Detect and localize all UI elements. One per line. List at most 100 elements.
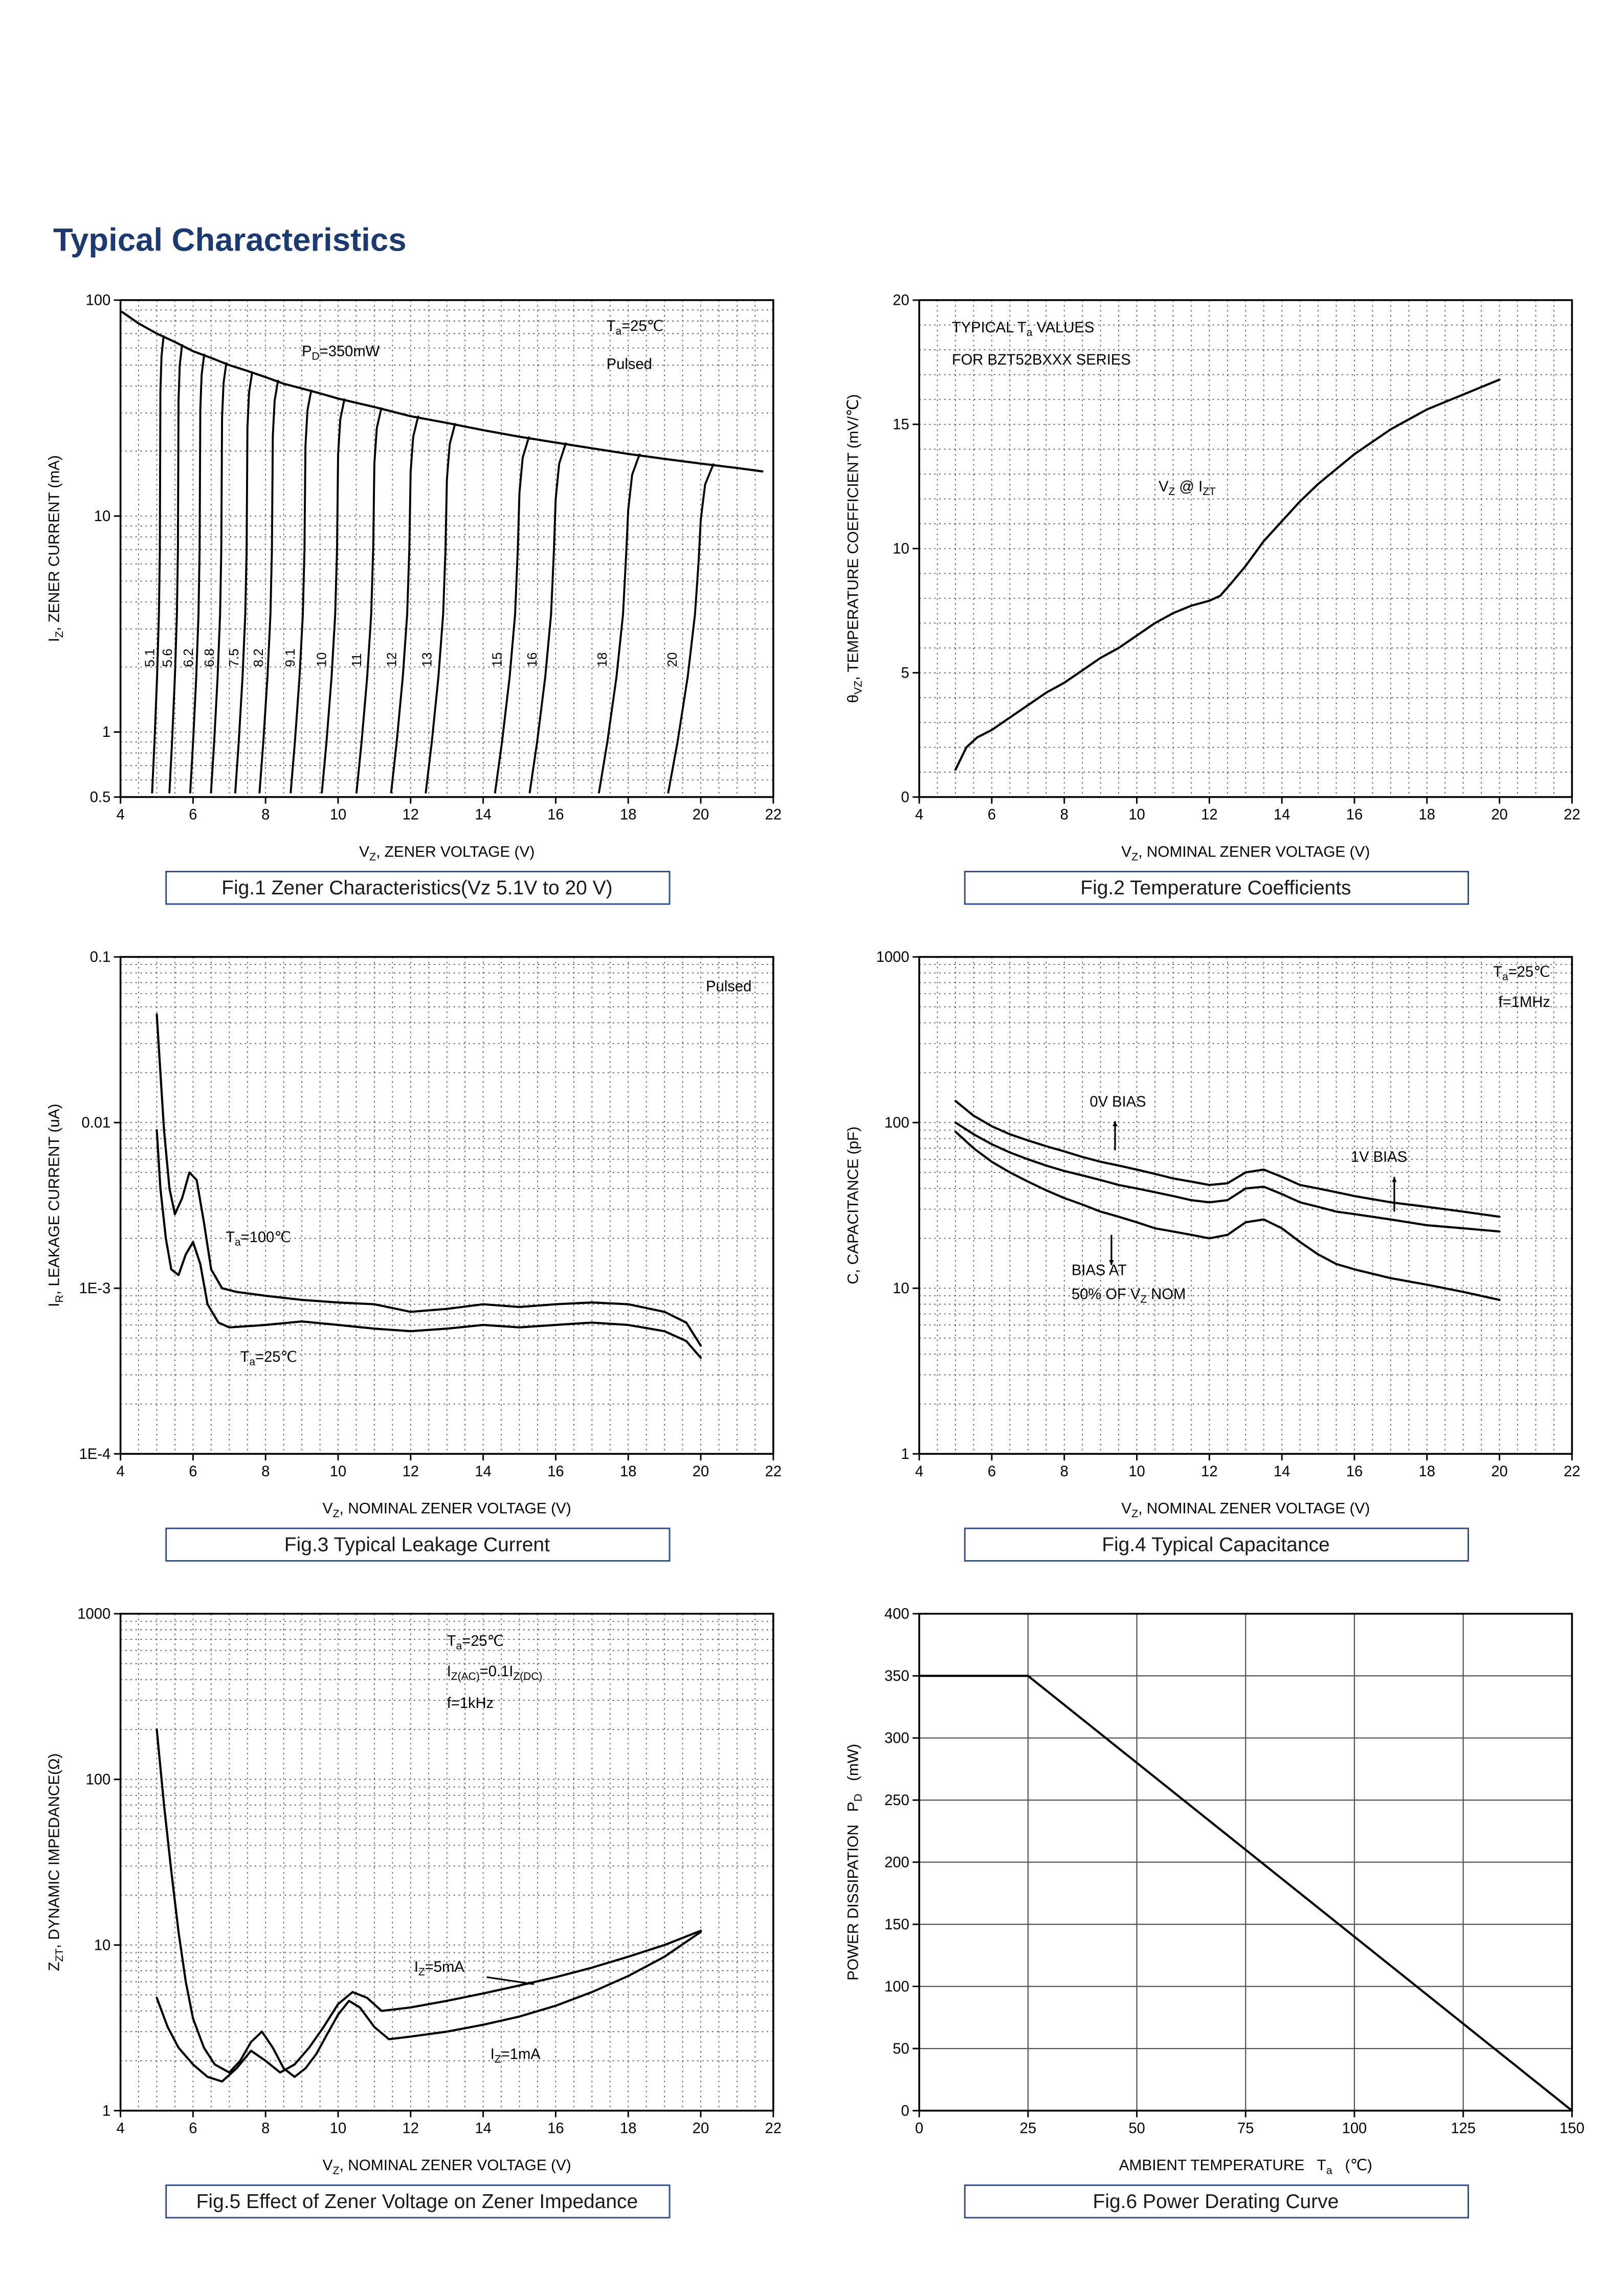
svg-text:12: 12: [403, 806, 419, 823]
svg-text:1V BIAS: 1V BIAS: [1351, 1149, 1407, 1165]
figure-3: 4 6 8 10 12 14 16 18 20 22 0.1 0.01 1E-3 1E-4 Pulsed Ta…: [44, 940, 790, 1562]
svg-text:Ta=100℃: Ta=100℃: [226, 1229, 291, 1248]
svg-text:75: 75: [1237, 2120, 1254, 2136]
svg-text:8: 8: [261, 1464, 270, 1480]
svg-text:5: 5: [901, 665, 909, 681]
figure-5: 4 6 8 10 12 14 16 18 20 22 1000 100 10 1 Ta=25℃ IZ(AC)=…: [44, 1597, 790, 2219]
svg-text:16: 16: [1346, 1464, 1363, 1480]
svg-text:f=1kHz: f=1kHz: [447, 1695, 494, 1712]
svg-text:1: 1: [102, 2103, 110, 2119]
svg-text:12: 12: [403, 2120, 419, 2136]
svg-text:16: 16: [547, 2120, 564, 2136]
svg-text:5.6: 5.6: [161, 648, 175, 667]
svg-text:Pulsed: Pulsed: [706, 979, 751, 995]
svg-text:PD=350mW: PD=350mW: [302, 344, 380, 363]
svg-text:6.8: 6.8: [203, 648, 217, 667]
svg-text:BIAS AT: BIAS AT: [1072, 1263, 1127, 1279]
svg-text:Ta=25℃: Ta=25℃: [607, 318, 664, 337]
fig2-temperature-coefficients-chart: 4 6 8 10 12 14 16 18 20 22 0 5 10 15 20 TYPICAL Ta VALU…: [843, 283, 1589, 864]
svg-text:10: 10: [330, 2120, 346, 2136]
fig1-caption: Fig.1 Zener Characteristics(Vz 5.1V to 2…: [164, 870, 670, 905]
figure-1: 4 6 8 10 12 14 16 18 20 22 100 10 1 0.5 5.1 5.6 6.2 6.8 7.…: [44, 283, 790, 905]
svg-text:VZ, NOMINAL ZENER VOLTAGE (V): VZ, NOMINAL ZENER VOLTAGE (V): [323, 2157, 571, 2176]
svg-text:TYPICAL Ta VALUES: TYPICAL Ta VALUES: [952, 320, 1094, 339]
svg-text:100: 100: [1342, 2120, 1367, 2136]
fig3-leakage-current-chart: 4 6 8 10 12 14 16 18 20 22 0.1 0.01 1E-3 1E-4 Pulsed Ta…: [44, 940, 790, 1520]
svg-text:Pulsed: Pulsed: [607, 356, 652, 373]
svg-text:22: 22: [765, 1464, 782, 1480]
svg-text:18: 18: [620, 2120, 636, 2136]
fig5-zener-impedance-chart: 4 6 8 10 12 14 16 18 20 22 1000 100 10 1 Ta=25℃ IZ(AC)=…: [44, 1597, 790, 2177]
svg-text:16: 16: [547, 1464, 564, 1480]
svg-text:14: 14: [475, 806, 491, 823]
svg-text:IZ=1mA: IZ=1mA: [491, 2046, 541, 2065]
svg-text:6: 6: [988, 1464, 996, 1480]
svg-text:Ta=25℃: Ta=25℃: [447, 1633, 504, 1652]
svg-text:18: 18: [1419, 806, 1435, 823]
svg-text:400: 400: [884, 1606, 909, 1623]
svg-text:14: 14: [1274, 806, 1290, 823]
svg-text:10: 10: [893, 1280, 909, 1297]
svg-text:300: 300: [884, 1730, 909, 1746]
svg-text:10: 10: [315, 652, 329, 667]
svg-text:8: 8: [1060, 806, 1069, 823]
svg-text:20: 20: [693, 1464, 709, 1480]
svg-text:150: 150: [1560, 2120, 1585, 2136]
svg-text:12: 12: [385, 652, 399, 667]
svg-text:100: 100: [86, 292, 111, 309]
svg-text:16: 16: [547, 806, 564, 823]
svg-text:POWER DISSIPATION PD (mW): POWER DISSIPATION PD (mW): [844, 1744, 864, 1980]
svg-text:VZ @ IZT: VZ @ IZT: [1159, 479, 1216, 498]
svg-text:13: 13: [420, 652, 434, 667]
svg-text:0.01: 0.01: [81, 1115, 110, 1131]
svg-text:20: 20: [1491, 806, 1507, 823]
fig4-caption: Fig.4 Typical Capacitance: [963, 1527, 1469, 1562]
svg-text:100: 100: [86, 1771, 111, 1788]
svg-text:0V BIAS: 0V BIAS: [1089, 1094, 1146, 1110]
svg-text:0: 0: [915, 2120, 923, 2136]
svg-text:18: 18: [595, 652, 610, 667]
svg-text:20: 20: [693, 2120, 709, 2136]
svg-text:1000: 1000: [876, 949, 909, 965]
svg-text:Ta=25℃: Ta=25℃: [240, 1349, 298, 1368]
svg-text:VZ, NOMINAL ZENER VOLTAGE (V): VZ, NOMINAL ZENER VOLTAGE (V): [323, 1500, 571, 1520]
svg-text:1000: 1000: [77, 1606, 110, 1623]
page-title: Typical Characteristics: [53, 221, 407, 259]
svg-text:6: 6: [189, 1464, 197, 1480]
svg-text:10: 10: [94, 1937, 110, 1953]
svg-text:150: 150: [884, 1917, 909, 1933]
svg-text:6: 6: [189, 806, 197, 823]
svg-text:20: 20: [893, 292, 909, 309]
svg-text:22: 22: [765, 2120, 782, 2136]
svg-text:22: 22: [1564, 806, 1580, 823]
svg-text:10: 10: [1128, 806, 1145, 823]
svg-text:1E-3: 1E-3: [79, 1280, 111, 1297]
svg-text:12: 12: [1201, 806, 1217, 823]
svg-text:4: 4: [116, 2120, 124, 2136]
svg-text:10: 10: [94, 508, 110, 525]
svg-text:20: 20: [665, 652, 680, 667]
svg-text:4: 4: [116, 806, 124, 823]
svg-text:C, CAPACITANCE (pF): C, CAPACITANCE (pF): [844, 1127, 861, 1284]
svg-text:10: 10: [893, 541, 909, 557]
fig1-zener-characteristics-chart: 4 6 8 10 12 14 16 18 20 22 100 10 1 0.5 5.1 5.6 6.2 6.8 7.…: [44, 283, 790, 864]
svg-text:14: 14: [475, 1464, 491, 1480]
fig4-caption-row: Fig.4 Typical Capacitance: [843, 1527, 1589, 1562]
svg-text:50: 50: [893, 2041, 909, 2057]
figure-2: 4 6 8 10 12 14 16 18 20 22 0 5 10 15 20 TYPICAL Ta VALU…: [843, 283, 1589, 905]
svg-text:100: 100: [884, 1115, 909, 1131]
svg-text:1E-4: 1E-4: [79, 1446, 111, 1462]
fig3-caption: Fig.3 Typical Leakage Current: [164, 1527, 670, 1562]
svg-text:IZ=5mA: IZ=5mA: [414, 1959, 464, 1978]
svg-text:16: 16: [1346, 806, 1363, 823]
svg-text:100: 100: [884, 1978, 909, 1995]
svg-text:350: 350: [884, 1668, 909, 1684]
svg-text:6.2: 6.2: [182, 648, 196, 667]
svg-text:22: 22: [765, 806, 782, 823]
fig2-caption: Fig.2 Temperature Coefficients: [963, 870, 1469, 905]
fig6-caption-row: Fig.6 Power Derating Curve: [843, 2184, 1589, 2219]
svg-text:IR, LEAKAGE CURRENT (uA): IR, LEAKAGE CURRENT (uA): [46, 1104, 65, 1307]
svg-text:1: 1: [102, 724, 110, 740]
svg-text:10: 10: [330, 806, 346, 823]
